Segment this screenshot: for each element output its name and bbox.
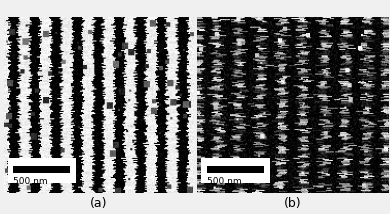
Bar — [201, 158, 269, 183]
Text: (b): (b) — [284, 197, 301, 210]
Bar — [13, 166, 70, 173]
Bar — [207, 166, 264, 173]
Bar — [8, 158, 76, 183]
Text: (a): (a) — [90, 197, 107, 210]
Text: 500 nm: 500 nm — [13, 177, 48, 186]
Text: 500 nm: 500 nm — [207, 177, 241, 186]
